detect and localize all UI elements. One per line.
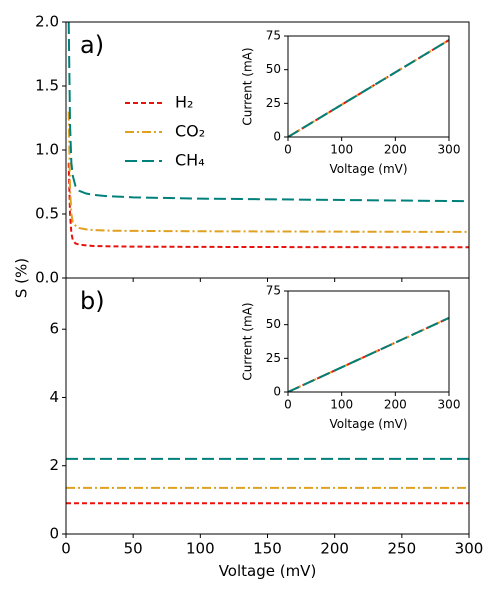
y-tick-label: 75 xyxy=(266,284,281,298)
x-tick-label: 300 xyxy=(438,143,461,157)
series-line xyxy=(67,111,469,233)
x-tick-label: 100 xyxy=(330,398,353,412)
y-tick-label: 0.0 xyxy=(35,269,59,287)
y-tick-label: 2.0 xyxy=(35,13,59,31)
x-axis-label: Voltage (mV) xyxy=(219,562,317,580)
inset-background xyxy=(288,291,449,392)
x-tick-label: 200 xyxy=(384,143,407,157)
panel-label: a) xyxy=(80,31,104,59)
series-line xyxy=(288,317,449,392)
y-tick-label: 0.5 xyxy=(35,205,59,223)
x-tick-label: 150 xyxy=(253,540,282,558)
axes-frame xyxy=(287,35,450,138)
y-tick-label: 25 xyxy=(266,96,281,110)
x-axis-label: Voltage (mV) xyxy=(329,417,407,431)
y-tick-label: 6 xyxy=(49,320,59,338)
y-tick-label: 0 xyxy=(273,385,281,399)
x-tick-label: 100 xyxy=(186,540,215,558)
legend-label: CH₄ xyxy=(175,151,205,170)
y-tick-label: 4 xyxy=(49,388,59,406)
y-axis-label: S (%) xyxy=(13,258,31,298)
y-tick-label: 50 xyxy=(266,62,281,76)
axes-frame xyxy=(287,290,450,393)
legend-label: H₂ xyxy=(175,93,193,112)
y-tick-label: 1.0 xyxy=(35,141,59,159)
y-tick-label: 0 xyxy=(273,130,281,144)
x-tick-label: 50 xyxy=(124,540,143,558)
y-axis-label: Current (mA) xyxy=(241,302,255,380)
x-tick-label: 0 xyxy=(284,143,292,157)
panel-label: b) xyxy=(80,287,105,315)
inset-background xyxy=(288,36,449,137)
x-tick-label: 250 xyxy=(388,540,417,558)
legend-label: CO₂ xyxy=(175,122,205,141)
y-tick-label: 50 xyxy=(266,317,281,331)
y-tick-label: 25 xyxy=(266,351,281,365)
x-tick-label: 300 xyxy=(455,540,484,558)
x-tick-label: 200 xyxy=(320,540,349,558)
y-tick-label: 2 xyxy=(49,456,59,474)
x-tick-label: 0 xyxy=(284,398,292,412)
x-axis-label: Voltage (mV) xyxy=(329,162,407,176)
x-tick-label: 0 xyxy=(61,540,71,558)
series-line xyxy=(288,39,449,137)
x-tick-label: 300 xyxy=(438,398,461,412)
y-tick-label: 1.5 xyxy=(35,77,59,95)
y-tick-label: 0 xyxy=(49,525,59,543)
x-tick-label: 200 xyxy=(384,398,407,412)
x-tick-label: 100 xyxy=(330,143,353,157)
series-line xyxy=(67,162,469,249)
y-axis-label: Current (mA) xyxy=(241,47,255,125)
y-tick-label: 75 xyxy=(266,29,281,43)
series-line xyxy=(67,22,469,203)
